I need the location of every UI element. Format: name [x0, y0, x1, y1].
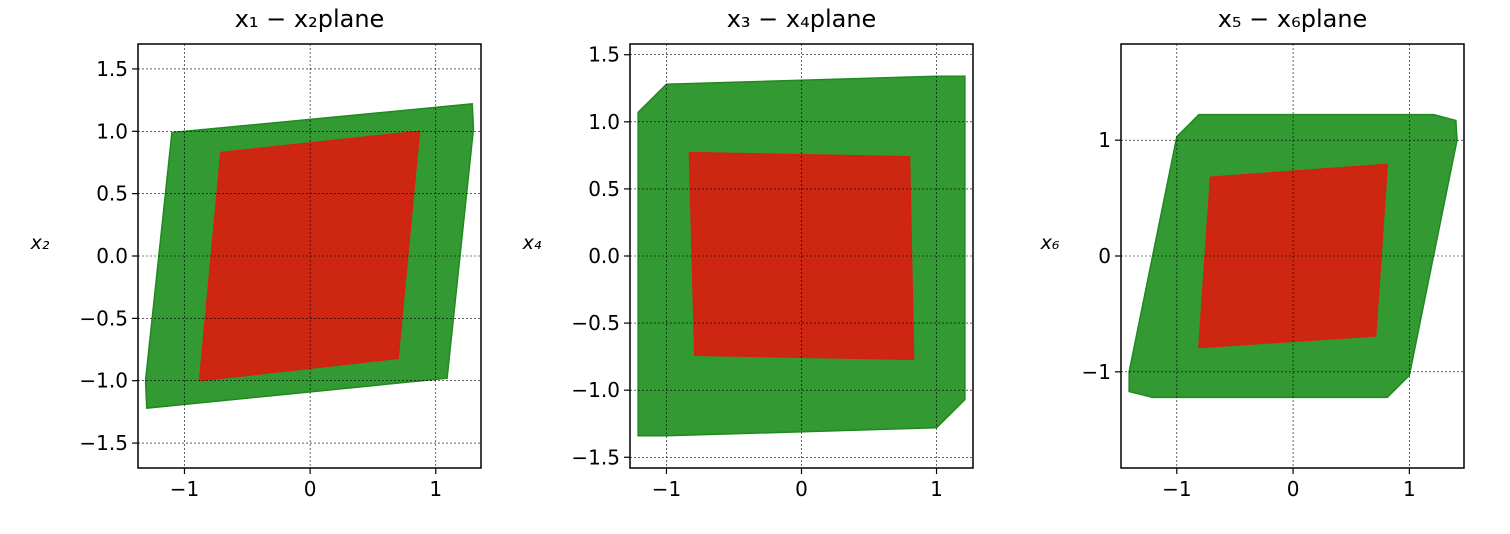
y-tick-label: 1: [1098, 128, 1111, 152]
x-tick-label: −1: [1162, 477, 1191, 501]
x-axis-label: x₃: [786, 529, 806, 534]
y-tick-label: 1.0: [588, 110, 620, 134]
y-tick-label: −0.5: [571, 311, 620, 335]
chart-title: x₅ − x₆plane: [1218, 5, 1368, 33]
y-tick-label: 1.5: [588, 43, 620, 67]
x-tick-label: 0: [1287, 477, 1300, 501]
subplot: −1 0 1 −1 0 1 x₅ − x₆plane x₆ x₅: [1040, 5, 1465, 534]
y-tick-label: −1.0: [79, 369, 128, 393]
chart-title: x₃ − x₄plane: [727, 5, 877, 33]
x-tick-label: 1: [930, 477, 943, 501]
x-tick-label: −1: [652, 477, 681, 501]
x-tick-label: 1: [429, 477, 442, 501]
x-tick-label: 1: [1403, 477, 1416, 501]
axes-frame: [137, 43, 482, 469]
chart-title: x₁ − x₂plane: [235, 5, 385, 33]
x-tick-label: 0: [795, 477, 808, 501]
subplot: −1 0 1 −1.5 −1.0 −0.5 0.0 0.5 1.0 1.5 x₃ − x₄plane…: [522, 5, 974, 534]
y-axis-label: x₆: [1040, 232, 1060, 254]
y-axis-label: x₂: [30, 232, 50, 254]
y-tick-label: 0.0: [96, 244, 128, 268]
y-tick-label: −1.5: [571, 445, 620, 469]
subplot: −1 0 1 −1.5 −1.0 −0.5 0.0 0.5 1.0 1.5 x₁ − x₂plane…: [30, 5, 482, 534]
axes-frame: [1120, 43, 1465, 469]
axes-frame: [629, 43, 974, 469]
y-tick-label: 1.0: [96, 119, 128, 143]
y-tick-label: −1.0: [571, 378, 620, 402]
x-axis-label: x₅: [1277, 529, 1297, 534]
x-tick-label: −1: [170, 477, 199, 501]
y-tick-label: −0.5: [79, 306, 128, 330]
x-axis-label: x₁: [294, 529, 314, 534]
y-tick-label: 0: [1098, 244, 1111, 268]
y-tick-label: −1.5: [79, 431, 128, 455]
y-tick-label: −1: [1082, 360, 1111, 384]
y-axis-label: x₄: [522, 232, 542, 254]
x-tick-label: 0: [304, 477, 317, 501]
y-tick-label: 0.5: [588, 177, 620, 201]
y-tick-label: 0.5: [96, 182, 128, 206]
y-tick-label: 0.0: [588, 244, 620, 268]
y-tick-label: 1.5: [96, 57, 128, 81]
